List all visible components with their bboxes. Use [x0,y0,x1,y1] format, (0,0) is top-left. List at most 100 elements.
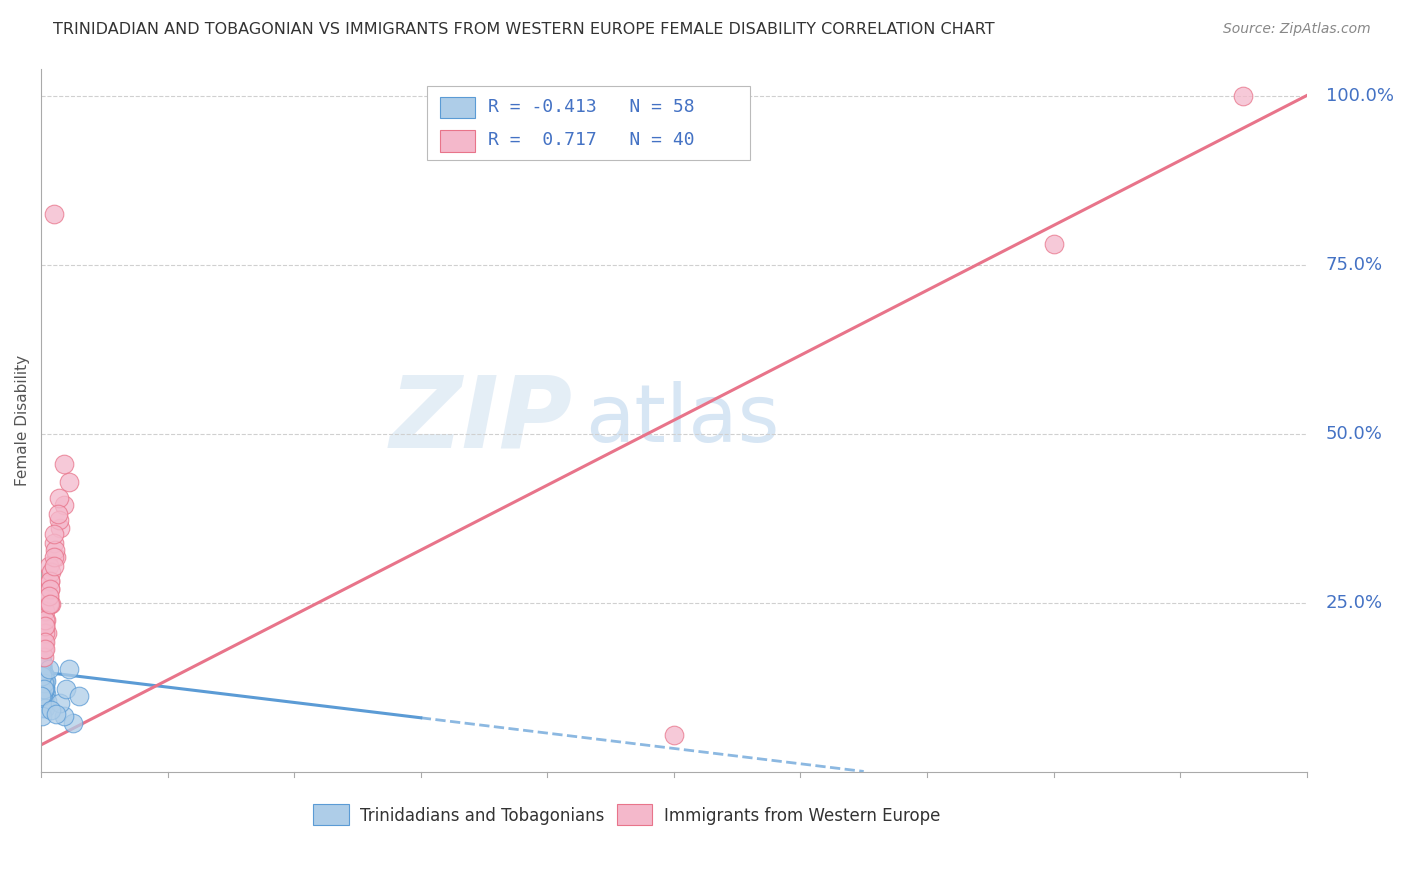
Point [30,689,52,703]
Point [34,635,56,649]
Point [31,649,53,664]
Point [31,656,53,670]
Point [34,613,56,627]
Point [31,694,53,708]
Point [39,582,62,597]
Point [31,658,53,673]
Point [1042,237,1064,252]
Point [31,709,53,723]
Point [30,653,52,667]
Point [31,675,53,690]
Point [42,207,65,221]
Text: 100.0%: 100.0% [1326,87,1393,104]
Point [32,682,55,697]
Point [32,689,55,703]
Bar [314,804,349,824]
Bar [440,97,475,119]
Point [37,626,59,640]
Point [34,681,56,695]
Point [39,566,62,580]
Point [34,641,56,656]
Text: R =  0.717   N = 40: R = 0.717 N = 40 [488,131,695,149]
Point [32,672,55,686]
Point [42,536,65,550]
Point [55,682,77,697]
Point [32,682,55,697]
Point [31,656,53,670]
Point [32,691,55,706]
Point [32,675,55,690]
Point [32,681,55,695]
Point [52,457,75,471]
Point [1232,88,1254,103]
Point [30,662,52,676]
Point [39,597,62,611]
Point [31,665,53,679]
Point [39,574,62,589]
Text: ZIP: ZIP [389,372,572,468]
Point [31,689,53,703]
Point [52,498,75,512]
Point [39,703,62,717]
Point [45,707,67,722]
Point [34,700,56,714]
Point [32,666,55,681]
Point [32,635,55,649]
FancyBboxPatch shape [427,87,749,160]
Point [31,669,53,683]
Point [32,694,55,708]
Point [58,662,80,676]
Point [62,716,84,731]
Point [42,549,65,564]
Text: TRINIDADIAN AND TOBAGONIAN VS IMMIGRANTS FROM WESTERN EUROPE FEMALE DISABILITY C: TRINIDADIAN AND TOBAGONIAN VS IMMIGRANTS… [53,22,995,37]
Point [34,687,56,701]
Point [46,507,69,521]
Point [31,660,53,674]
Point [32,641,55,656]
Point [32,666,55,681]
Text: 50.0%: 50.0% [1326,425,1382,442]
Point [35,673,58,688]
Point [39,574,62,589]
Point [662,728,685,742]
Point [38,589,60,603]
Point [32,682,55,697]
Point [31,700,53,714]
Point [34,672,56,686]
Point [34,619,56,633]
Point [34,604,56,618]
Point [37,694,59,708]
Point [32,669,55,683]
Point [48,513,70,527]
Point [35,613,58,627]
Point [49,521,72,535]
Point [42,558,65,573]
Point [38,589,60,603]
Point [31,660,53,674]
Point [32,649,55,664]
Point [45,549,67,564]
Text: Source: ZipAtlas.com: Source: ZipAtlas.com [1223,22,1371,37]
Text: Trinidadians and Tobagonians: Trinidadians and Tobagonians [360,806,605,824]
Point [39,582,62,597]
Point [34,682,56,697]
Text: Immigrants from Western Europe: Immigrants from Western Europe [664,806,941,824]
Text: R = -0.413   N = 58: R = -0.413 N = 58 [488,98,695,116]
Point [31,660,53,674]
Point [30,682,52,697]
Point [30,675,52,690]
Bar [617,804,652,824]
Point [52,709,75,723]
Bar [440,130,475,152]
Y-axis label: Female Disability: Female Disability [15,355,30,486]
Point [58,475,80,490]
Point [38,597,60,611]
Point [35,687,58,701]
Point [31,689,53,703]
Point [32,672,55,686]
Text: atlas: atlas [585,381,780,459]
Point [49,696,72,710]
Point [67,689,90,703]
Point [31,675,53,690]
Point [42,526,65,541]
